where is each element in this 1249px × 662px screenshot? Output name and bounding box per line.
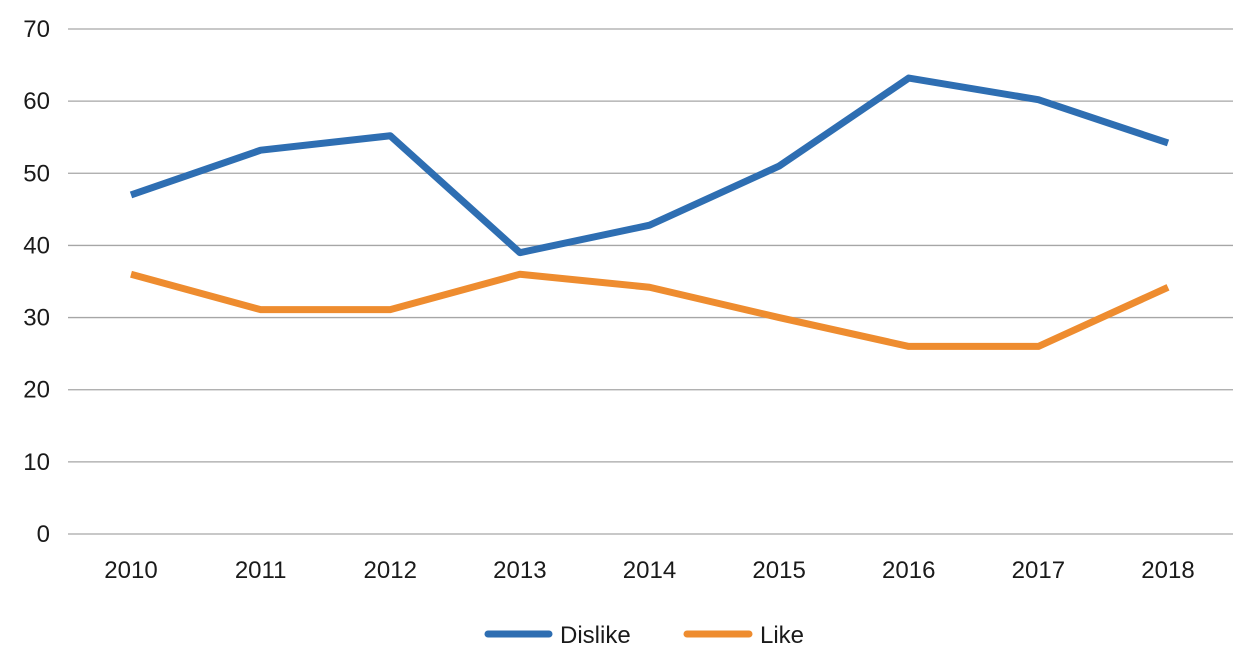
data-point-like xyxy=(516,271,523,278)
x-tick-label: 2011 xyxy=(235,557,287,584)
legend-item-dislike: Dislike xyxy=(484,622,631,649)
data-point-dislike xyxy=(776,163,783,170)
data-point-like xyxy=(646,284,653,291)
x-tick-label: 2014 xyxy=(623,557,676,584)
data-point-like xyxy=(776,314,783,321)
x-tick-label: 2010 xyxy=(104,557,157,584)
x-tick-label: 2018 xyxy=(1141,557,1194,584)
y-axis-tick-labels: 0 10 20 30 40 50 60 70 xyxy=(23,16,50,548)
data-point-like xyxy=(128,271,135,278)
series-line-like xyxy=(130,270,1170,350)
y-tick-label: 40 xyxy=(23,232,50,259)
data-point-like xyxy=(905,343,912,350)
data-point-like xyxy=(387,306,394,313)
legend-label-dislike: Dislike xyxy=(560,622,631,649)
gridlines xyxy=(68,28,1233,535)
y-tick-label: 10 xyxy=(23,449,50,476)
y-tick-label: 20 xyxy=(23,377,50,404)
data-point-dislike xyxy=(1035,96,1042,103)
y-tick-label: 30 xyxy=(23,305,50,332)
series-line-dislike xyxy=(129,74,1170,257)
series-lines xyxy=(128,74,1172,350)
data-point-like xyxy=(1035,343,1042,350)
x-axis-tick-labels: 2010 2011 2012 2013 2014 2015 2016 2017 2018 xyxy=(104,557,1194,584)
x-tick-label: 2013 xyxy=(493,557,546,584)
legend-label-like: Like xyxy=(760,622,804,649)
data-point-dislike xyxy=(257,147,264,154)
x-tick-label: 2012 xyxy=(364,557,417,584)
series-like xyxy=(128,270,1172,350)
data-point-dislike xyxy=(516,249,523,256)
x-tick-label: 2017 xyxy=(1012,557,1065,584)
legend: Dislike Like xyxy=(484,622,804,649)
data-point-like xyxy=(1165,284,1172,291)
y-tick-label: 60 xyxy=(23,88,50,115)
data-point-dislike xyxy=(1165,139,1172,146)
y-tick-label: 0 xyxy=(37,521,50,548)
x-tick-label: 2015 xyxy=(752,557,805,584)
data-point-dislike xyxy=(128,191,135,198)
legend-item-like: Like xyxy=(683,622,804,649)
y-tick-label: 50 xyxy=(23,160,50,187)
series-dislike xyxy=(128,74,1172,257)
x-tick-label: 2016 xyxy=(882,557,935,584)
data-point-like xyxy=(257,306,264,313)
data-point-dislike xyxy=(646,222,653,229)
y-tick-label: 70 xyxy=(23,16,50,43)
data-point-dislike xyxy=(905,75,912,82)
data-point-dislike xyxy=(387,132,394,139)
